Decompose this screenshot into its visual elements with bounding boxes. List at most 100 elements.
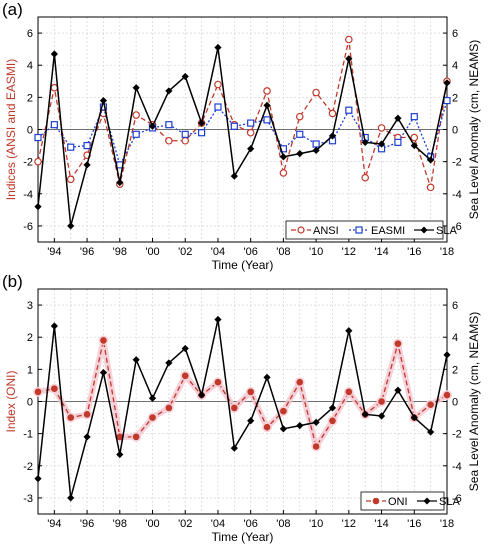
data-point-oni-2018	[443, 391, 451, 399]
data-point-sla-1997	[99, 368, 108, 377]
left-tick-label: 6	[27, 28, 33, 40]
data-point-oni-2001	[165, 404, 173, 412]
x-tick-label: '14	[374, 518, 388, 530]
data-point-sla-2000	[148, 394, 157, 402]
x-tick-label: '14	[374, 246, 388, 258]
left-tick-label: -6	[23, 221, 33, 233]
data-point-sla-2009	[296, 150, 304, 158]
data-point-sla-2011	[328, 132, 337, 140]
data-point-sla-2003	[198, 119, 206, 127]
data-point-easmi-2018	[443, 96, 451, 105]
legend-label-ansi: ANSI	[313, 225, 339, 237]
data-point-ansi-2006	[246, 128, 255, 137]
data-point-easmi-1995	[67, 143, 75, 151]
x-tick-label: '16	[407, 518, 421, 530]
x-tick-label: '04	[211, 518, 225, 530]
x-tick-label: '06	[244, 246, 258, 258]
x-tick-label: '10	[309, 518, 323, 530]
left-axis-label: Index (ONI)	[4, 370, 18, 432]
x-tick-label: '00	[145, 518, 159, 530]
data-point-oni-2008	[280, 407, 287, 415]
x-tick-label: '18	[440, 518, 454, 530]
data-point-sla-2004	[214, 43, 222, 52]
data-point-sla-2004	[214, 315, 222, 324]
data-point-ansi-2017	[426, 183, 435, 192]
data-point-sla-1995	[67, 222, 75, 230]
series-sla	[34, 43, 451, 230]
x-tick-label: '06	[244, 518, 258, 530]
data-point-oni-2004	[214, 378, 222, 386]
x-tick-label: '18	[440, 246, 454, 258]
data-point-ansi-2012	[345, 35, 353, 44]
series-line-ansi	[37, 39, 448, 188]
legend-marker-easmi	[355, 226, 363, 234]
data-point-sla-2013	[361, 138, 369, 146]
data-point-sla-2010	[312, 418, 320, 426]
data-point-sla-1998	[116, 450, 124, 459]
data-point-sla-2014	[377, 412, 386, 420]
x-tick-label: '12	[342, 246, 356, 258]
data-point-ansi-2014	[377, 124, 386, 132]
data-point-ansi-2011	[328, 109, 337, 118]
data-point-ansi-1993	[34, 157, 42, 166]
data-point-ansi-1995	[66, 175, 75, 184]
right-axis-label: Sea Level Anomaly (cm, NEAMS)	[467, 40, 481, 219]
data-point-sla-2016	[410, 141, 418, 150]
right-tick-label: 4	[452, 60, 458, 72]
data-point-sla-1996	[83, 433, 91, 441]
data-point-sla-1994	[50, 322, 58, 330]
right-tick-label: 6	[452, 28, 458, 40]
data-point-sla-2008	[279, 425, 287, 433]
left-tick-label: 3	[27, 300, 33, 312]
x-tick-label: '98	[113, 518, 127, 530]
data-point-sla-2010	[312, 146, 320, 154]
data-point-sla-1997	[99, 96, 108, 105]
data-point-easmi-2005	[230, 122, 238, 130]
x-tick-label: '98	[113, 246, 127, 258]
x-axis-label: Time (Year)	[212, 258, 274, 272]
data-point-oni-2000	[149, 414, 156, 421]
data-point-sla-1993	[34, 475, 42, 483]
x-tick-label: '08	[276, 246, 290, 258]
data-point-sla-2002	[181, 344, 189, 353]
legend-marker-oni	[372, 497, 380, 505]
x-tick-label: '94	[47, 518, 61, 530]
data-point-easmi-2007	[263, 116, 271, 124]
data-point-sla-2018	[443, 351, 451, 359]
x-tick-label: '94	[47, 246, 61, 258]
data-point-sla-2001	[165, 87, 173, 95]
data-point-sla-2008	[279, 153, 287, 161]
data-point-sla-2012	[345, 327, 353, 335]
data-point-sla-2007	[263, 101, 271, 109]
legend-box	[360, 491, 445, 511]
right-tick-label: 2	[452, 364, 458, 376]
x-tick-label: '10	[309, 246, 323, 258]
data-point-easmi-2009	[296, 130, 304, 138]
panel-label: (a)	[2, 0, 23, 19]
data-point-sla-2001	[165, 359, 173, 367]
x-tick-label: '16	[407, 246, 421, 258]
legend-label-oni: ONI	[388, 496, 408, 508]
data-point-easmi-1994	[50, 121, 58, 129]
data-point-easmi-2003	[198, 129, 206, 137]
x-tick-label: '96	[80, 518, 94, 530]
data-point-ansi-2010	[312, 88, 320, 97]
right-tick-label: -2	[452, 429, 462, 441]
right-tick-label: -6	[452, 221, 462, 233]
left-tick-label: -2	[23, 157, 33, 169]
data-point-ansi-2004	[214, 80, 222, 89]
data-point-sla-2005	[230, 172, 238, 180]
data-point-easmi-2010	[312, 140, 320, 148]
legend-marker-ansi	[297, 226, 305, 234]
right-tick-label: -4	[452, 461, 462, 473]
data-point-oni-1999	[132, 433, 140, 441]
x-tick-label: '02	[178, 518, 192, 530]
data-point-ansi-1994	[50, 83, 59, 92]
right-tick-label: -6	[452, 493, 462, 505]
data-point-easmi-2015	[394, 138, 402, 146]
left-tick-label: -2	[23, 461, 33, 473]
legend: ANSI EASMI SLA	[285, 220, 457, 240]
legend-label-sla: SLA	[439, 496, 460, 508]
data-point-oni-2010	[312, 443, 320, 450]
